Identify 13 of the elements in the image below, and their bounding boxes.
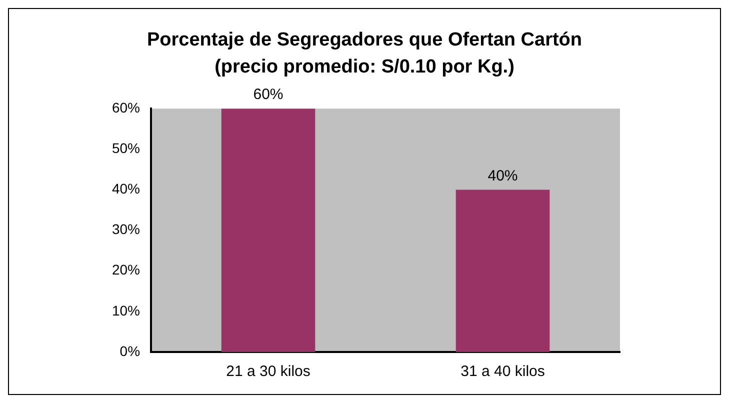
data-label: 60% bbox=[253, 86, 284, 104]
x-tick-label: 31 a 40 kilos bbox=[460, 363, 545, 380]
chart-title: Porcentaje de Segregadores que Ofertan Cartón bbox=[146, 30, 582, 51]
y-tick-label: 60% bbox=[112, 99, 140, 116]
data-label: 40% bbox=[488, 167, 518, 184]
y-tick-label: 20% bbox=[112, 262, 140, 278]
y-tick-label: 40% bbox=[112, 180, 140, 197]
chart-subtitle: (precio promedio: S/0.10 por Kg.) bbox=[214, 56, 514, 78]
x-tick-label: 21 a 30 kilos bbox=[226, 363, 310, 380]
y-tick-label: 30% bbox=[112, 221, 140, 238]
y-tick-label: 10% bbox=[112, 302, 140, 318]
y-tick-label: 0% bbox=[120, 342, 140, 359]
y-tick-label: 50% bbox=[112, 140, 140, 156]
